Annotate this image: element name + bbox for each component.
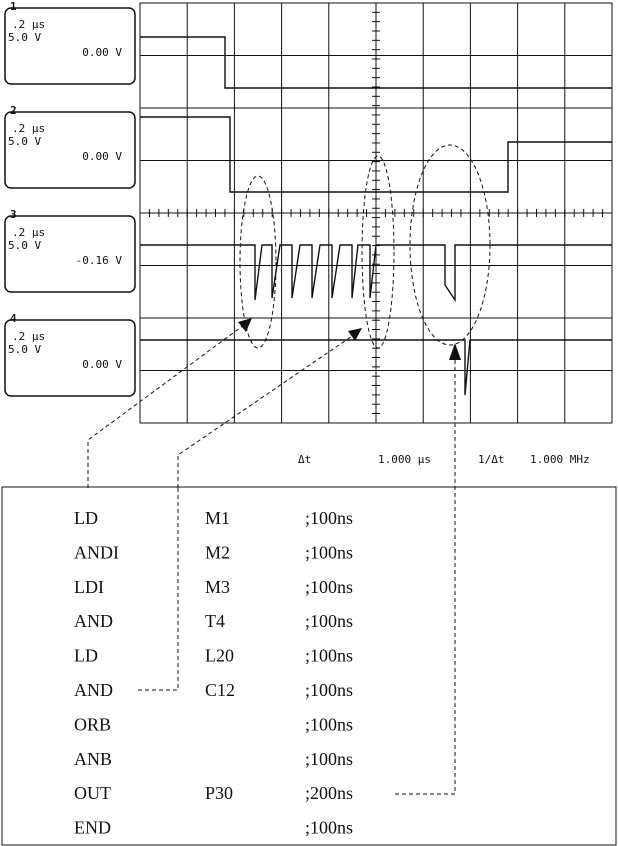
timing: ;100ns [305,646,353,666]
channel-id: 3 [10,208,17,221]
timing: ;100ns [305,611,353,631]
volts-div: 5.0 V [8,135,41,148]
channel-id: 1 [10,0,17,13]
offset: 0.00 V [82,46,122,59]
timing: ;100ns [305,818,353,838]
arrow [449,343,461,360]
frequency: 1.000 MHz [530,453,590,466]
time-div: .2 μs [12,330,45,343]
timing: ;100ns [305,680,353,700]
timing: ;100ns [305,577,353,597]
opcode: ORB [74,714,111,734]
operand: P30 [205,783,233,803]
operand: M3 [205,577,230,597]
time-div: .2 μs [12,18,45,31]
opcode: ANDI [74,542,119,562]
scope-grid [140,3,612,423]
operand: L20 [205,646,234,666]
volts-div: 5.0 V [8,343,41,356]
operand: T4 [205,611,225,631]
channel-id: 4 [10,312,17,325]
operand: M2 [205,542,230,562]
opcode: OUT [74,783,111,803]
volts-div: 5.0 V [8,31,41,44]
opcode: LD [74,646,98,666]
ellipse [362,156,394,348]
opcode: AND [74,611,113,631]
opcode: LDI [74,577,104,597]
highlights [88,145,490,794]
channel-id: 2 [10,104,17,117]
arrowheads [238,318,461,360]
timing: ;100ns [305,542,353,562]
connector [395,360,455,794]
opcode: AND [74,680,113,700]
arrow [238,318,252,332]
delta-t: 1.000 μs [378,453,431,466]
scope-figure: Δt 1.000 μs 1/Δt 1.000 MHz 1.2 μs5.0 V0.… [0,0,618,846]
opcode: LD [74,508,98,528]
opcode: END [74,818,111,838]
offset: 0.00 V [82,358,122,371]
opcode: ANB [74,749,112,769]
timing: ;100ns [305,714,353,734]
offset: -0.16 V [76,254,123,267]
timing: ;100ns [305,508,353,528]
delta-t-label: Δt [298,453,311,466]
offset: 0.00 V [82,150,122,163]
timing: ;100ns [305,749,353,769]
arrow [348,328,362,341]
operand: C12 [205,680,235,700]
operand: M1 [205,508,230,528]
time-div: .2 μs [12,122,45,135]
timing: ;200ns [305,783,353,803]
volts-div: 5.0 V [8,239,41,252]
page: {"channels":[ {"id":"1","time":".2 μs","… [0,0,618,846]
time-div: .2 μs [12,226,45,239]
inverse-label: 1/Δt [478,453,505,466]
